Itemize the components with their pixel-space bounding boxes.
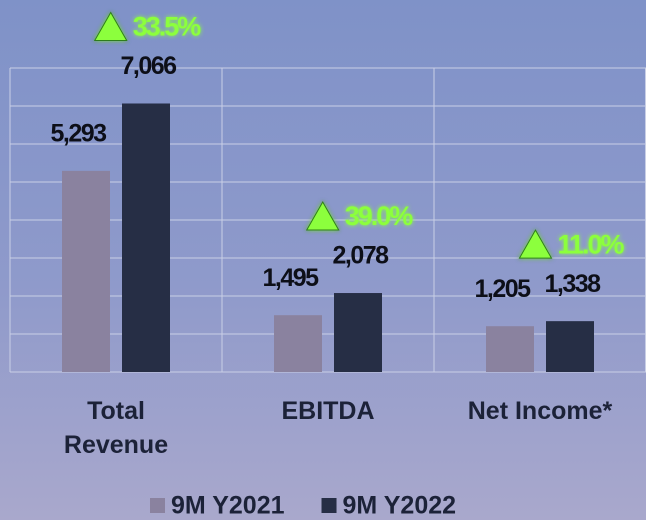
bar (274, 315, 322, 372)
value-label: 2,078 (332, 242, 389, 270)
legend-swatch (321, 498, 337, 513)
bar (62, 170, 110, 372)
legend-label: 9M Y2021 (171, 492, 285, 520)
legend-label: 9M Y2022 (343, 492, 457, 520)
growth-label: 39.0% (345, 201, 414, 231)
growth-label: 33.5% (133, 12, 202, 42)
bar (546, 321, 594, 372)
growth-annotation: 33.5% (93, 11, 203, 42)
legend-swatch (150, 498, 165, 513)
value-label: 1,495 (262, 264, 319, 292)
growth-arrow (93, 11, 128, 41)
x-tick-label: EBITDA (281, 397, 375, 425)
value-label: 1,205 (474, 275, 531, 303)
growth-arrow (518, 229, 553, 259)
bar (486, 326, 534, 372)
value-label: 1,338 (544, 270, 601, 298)
x-tick-label: Total Revenue (63, 397, 169, 459)
value-label: 5,293 (50, 119, 106, 147)
value-label: 7,066 (120, 52, 176, 80)
growth-label: 11.0% (557, 229, 624, 259)
x-tick-label: Net Income* (467, 397, 613, 425)
growth-annotation: 11.0% (518, 229, 627, 259)
bar (122, 103, 170, 372)
bar (334, 293, 382, 372)
growth-annotation: 39.0% (305, 201, 415, 231)
growth-arrow (305, 201, 340, 231)
